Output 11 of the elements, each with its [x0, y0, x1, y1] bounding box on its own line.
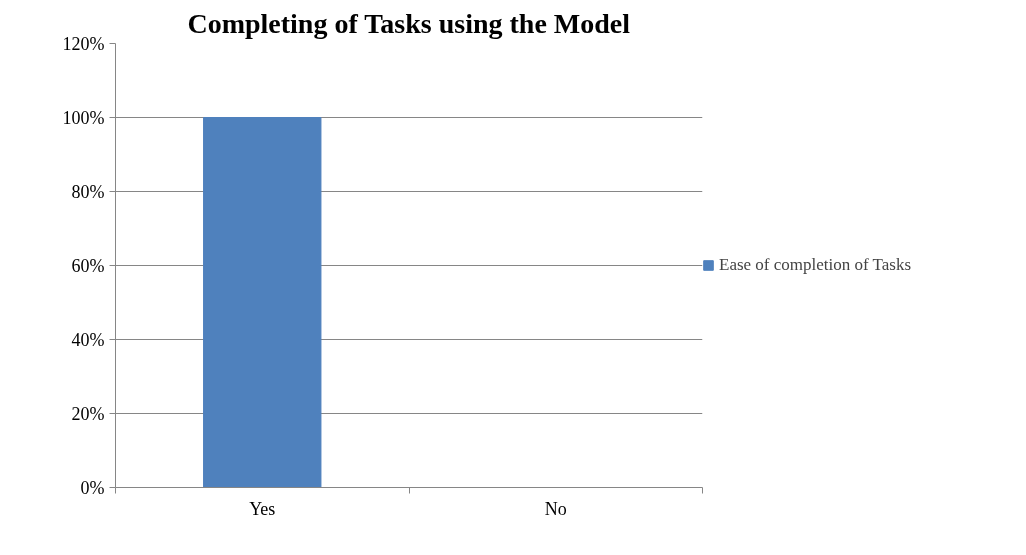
chart-title: Completing of Tasks using the Model — [187, 7, 631, 39]
y-tick-label: 60% — [71, 255, 105, 276]
y-tick-label: 120% — [62, 33, 105, 54]
y-tick-label: 40% — [71, 329, 105, 350]
y-tick-label: 80% — [71, 181, 105, 202]
y-tick-label: 100% — [62, 107, 105, 128]
y-tick-label: 0% — [80, 477, 105, 498]
x-tick-label: No — [544, 498, 567, 519]
y-tick-label: 20% — [71, 403, 105, 424]
x-tick-label: Yes — [249, 498, 276, 519]
legend-label: Ease of completion of Tasks — [719, 255, 912, 275]
